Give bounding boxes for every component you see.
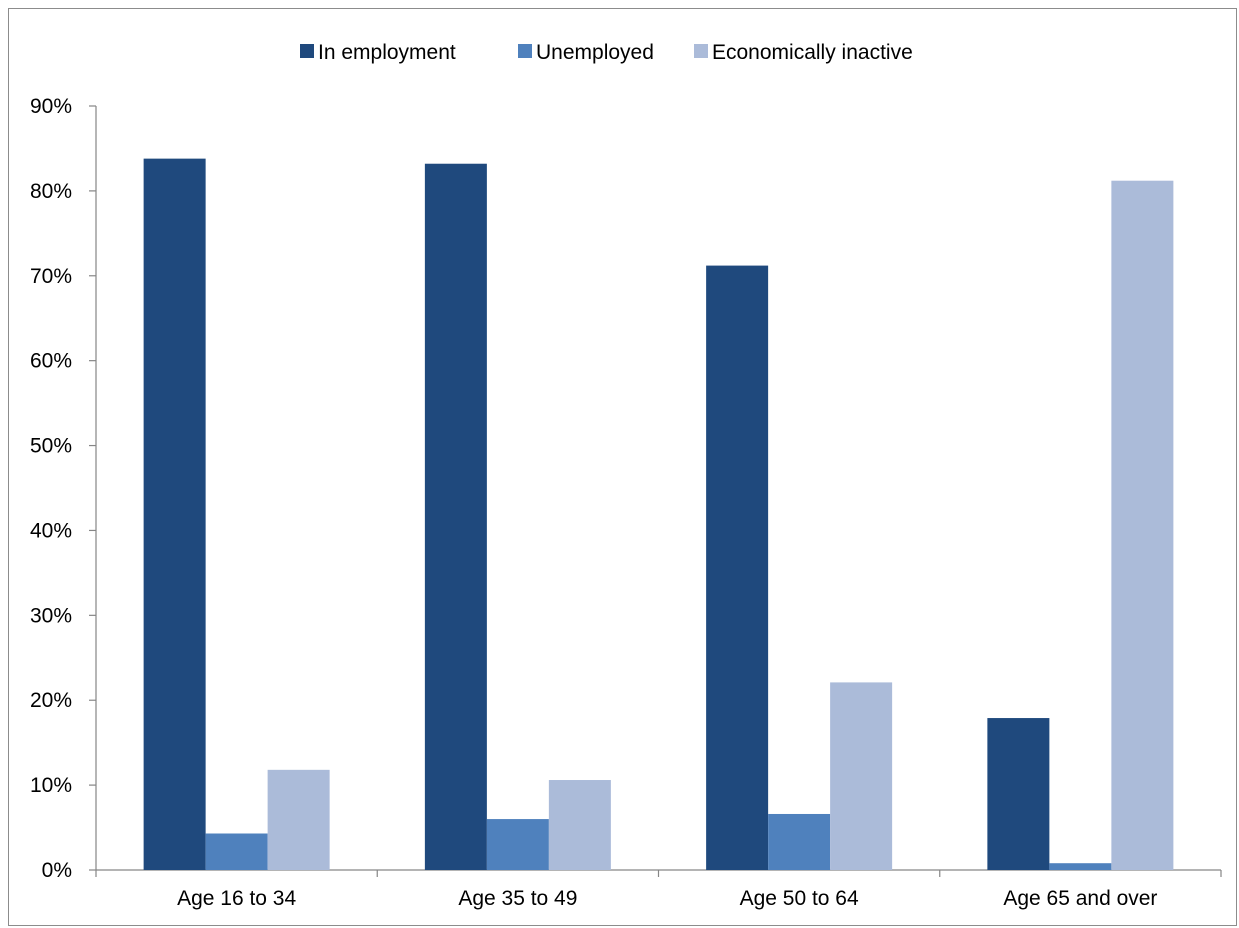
bar — [706, 265, 769, 870]
x-axis: Age 16 to 34 Age 35 to 49 Age 50 to 64 Age … — [95, 869, 1222, 910]
legend-swatch — [300, 44, 314, 58]
bars — [143, 158, 1174, 871]
y-tick-label: 80% — [30, 180, 72, 203]
bar — [486, 819, 549, 870]
legend-label: In employment — [318, 41, 456, 64]
x-tick-label: Age 50 to 64 — [740, 887, 859, 910]
bar — [1049, 863, 1112, 870]
legend-swatch — [694, 44, 708, 58]
bar — [143, 158, 206, 870]
legend-label: Unemployed — [536, 41, 654, 64]
bar — [267, 769, 330, 870]
bar — [548, 780, 611, 870]
y-tick-label: 50% — [30, 435, 72, 458]
x-tick-label: Age 35 to 49 — [458, 887, 577, 910]
legend-label: Economically inactive — [712, 41, 913, 64]
legend-swatch — [518, 44, 532, 58]
y-axis: 0% 10% 20% 30% 40% 50% 60% 70% 80% 90% — [30, 95, 97, 882]
y-tick-label: 40% — [30, 519, 72, 542]
bar — [987, 718, 1050, 870]
bar — [424, 163, 487, 871]
y-tick-label: 10% — [30, 774, 72, 797]
bar — [830, 682, 893, 870]
x-tick-label: Age 16 to 34 — [177, 887, 296, 910]
y-tick-label: 60% — [30, 350, 72, 373]
y-tick-label: 70% — [30, 265, 72, 288]
bar — [205, 833, 268, 870]
y-tick-label: 0% — [42, 859, 72, 882]
y-tick-label: 20% — [30, 689, 72, 712]
y-tick-label: 90% — [30, 95, 72, 118]
bar — [768, 813, 831, 870]
legend: In employment Unemployed Economically inac… — [300, 41, 913, 64]
bar — [1111, 180, 1174, 871]
y-tick-label: 30% — [30, 604, 72, 627]
x-tick-label: Age 65 and over — [1003, 887, 1157, 910]
